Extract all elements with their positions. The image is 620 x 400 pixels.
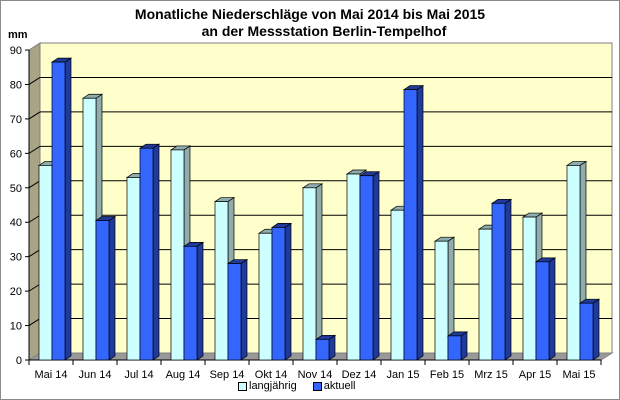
bar-aktuell-side: [284, 222, 292, 361]
x-tick-label: Jun 14: [78, 369, 111, 381]
legend-swatch-aktuell: [312, 381, 322, 391]
x-tick-label: Mai 14: [34, 369, 67, 381]
bar-langjährig-front: [478, 228, 493, 361]
bar-aktuell-front: [227, 263, 242, 361]
bar-aktuell-front: [359, 175, 374, 361]
bar-aktuell-front: [447, 335, 462, 361]
side-wall: [28, 42, 41, 361]
gridline-side: [28, 214, 41, 223]
bar-langjährig-front: [302, 187, 317, 361]
x-tick-label: Okt 14: [255, 369, 287, 381]
bar-aktuell-front: [579, 302, 594, 361]
bar-aktuell-side: [240, 258, 248, 361]
chart-title-line2: an der Messstation Berlin-Tempelhof: [201, 23, 447, 39]
x-tick-label: Jan 15: [386, 369, 419, 381]
x-tick-label: Mai 15: [562, 369, 595, 381]
y-tick-label: 60: [10, 148, 22, 160]
bar-aktuell-front: [183, 245, 198, 361]
x-tick-label: Aug 14: [166, 369, 201, 381]
bar-langjährig-front: [38, 165, 53, 361]
bar-aktuell-front: [139, 147, 154, 361]
gridline-side: [28, 318, 41, 326]
x-tick-label: Feb 15: [430, 369, 464, 381]
bar-langjährig-front: [82, 97, 97, 361]
y-tick-label: 50: [10, 183, 22, 195]
gridline-side: [28, 283, 41, 292]
legend-label: langjährig: [249, 380, 297, 392]
legend: langjährig aktuell: [238, 380, 356, 392]
bar-aktuell-front: [95, 220, 110, 361]
legend-label: aktuell: [323, 380, 356, 392]
gridline-side: [28, 249, 41, 258]
bar-langjährig-front: [170, 149, 185, 361]
bar-aktuell-front: [315, 338, 330, 361]
bar-aktuell-front: [491, 202, 506, 361]
bar-aktuell-front: [51, 61, 66, 361]
gridline-side: [28, 145, 41, 154]
bar-langjährig-front: [346, 173, 361, 361]
x-tick-label: Apr 15: [519, 369, 551, 381]
x-tick-label: Jul 14: [124, 369, 153, 381]
x-tick-label: Dez 14: [342, 369, 377, 381]
y-tick-label: 10: [10, 321, 22, 333]
bar-aktuell-side: [592, 298, 600, 361]
x-tick-label: Sep 14: [210, 369, 245, 381]
y-tick-label: 20: [10, 286, 22, 298]
bar-langjährig-front: [390, 209, 405, 361]
bar-aktuell-side: [548, 257, 556, 361]
bar-aktuell-front: [271, 227, 286, 361]
bar-aktuell-side: [108, 215, 116, 361]
bar-aktuell-side: [196, 241, 204, 361]
gridline-side: [28, 111, 41, 120]
legend-item-langjaehrig: langjährig: [238, 380, 297, 392]
x-tick-label: Nov 14: [298, 369, 333, 381]
gridline-side: [28, 77, 41, 85]
y-tick-label: 90: [10, 45, 22, 57]
bar-aktuell-side: [64, 57, 72, 361]
y-tick-label: 30: [10, 252, 22, 264]
y-tick-label: 70: [10, 114, 22, 126]
x-tick-label: Mrz 15: [474, 369, 508, 381]
bar-aktuell-front: [535, 261, 550, 361]
bar-aktuell-side: [152, 143, 160, 361]
bar-aktuell-side: [460, 331, 468, 361]
gridline-side: [28, 180, 41, 189]
y-tick-label: 0: [16, 355, 22, 367]
bar-aktuell-side: [504, 198, 512, 361]
bar-langjährig-side: [315, 183, 323, 361]
y-axis-unit-label: mm: [8, 29, 28, 41]
chart-title-line1: Monatliche Niederschläge von Mai 2014 bi…: [134, 6, 486, 22]
bar-langjährig-front: [126, 177, 141, 361]
y-tick-label: 80: [10, 79, 22, 91]
bar-aktuell-side: [416, 84, 424, 361]
bar-aktuell-side: [372, 171, 380, 361]
legend-swatch-langjaehrig: [238, 381, 247, 391]
bar-langjährig-front: [566, 165, 581, 361]
bar-aktuell-front: [403, 89, 418, 361]
bar-langjährig-front: [522, 216, 537, 361]
bar-langjährig-front: [434, 240, 449, 361]
legend-item-aktuell: aktuell: [312, 380, 356, 392]
y-tick-label: 40: [10, 217, 22, 229]
chart-title: Monatliche Niederschläge von Mai 2014 bi…: [0, 6, 620, 40]
bar-langjährig-front: [214, 201, 229, 361]
bar-langjährig-front: [258, 232, 273, 361]
